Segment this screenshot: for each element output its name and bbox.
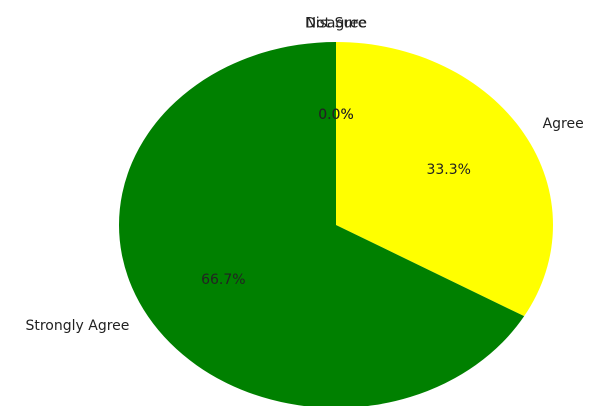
percent-labels: 33.3%66.7%0.0%0.0% [201,107,471,288]
pct-label-agree: 33.3% [426,162,470,178]
slice-strongly-agree [119,42,525,406]
pie-slices [119,42,554,406]
pct-label-disagree: 0.0% [318,107,354,123]
label-agree: Agree [543,116,584,132]
label-disagree: Disagree [305,16,367,32]
pct-label-strongly-agree: 66.7% [201,272,245,288]
slice-agree [336,42,554,317]
pct-label-not-sure: 0.0% [318,107,354,123]
label-not-sure: Not Sure [306,16,367,32]
label-strongly-agree: Strongly Agree [25,318,129,334]
